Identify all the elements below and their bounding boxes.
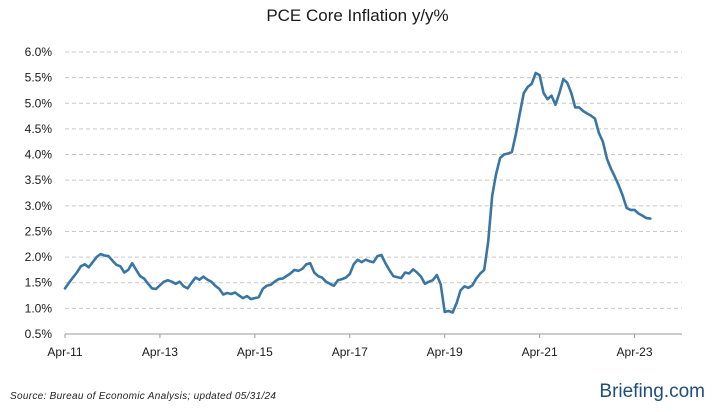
y-tick-label: 6.0%: [25, 45, 53, 59]
x-tick-label: Apr-19: [427, 345, 463, 359]
x-tick-label: Apr-17: [332, 345, 368, 359]
x-tick-label: Apr-13: [142, 345, 178, 359]
y-tick-label: 3.5%: [25, 173, 53, 187]
y-tick-label: 2.0%: [25, 250, 53, 264]
y-tick-label: 3.0%: [25, 199, 53, 213]
gridlines: [65, 51, 682, 309]
y-tick-label: 4.5%: [25, 122, 53, 136]
x-axis-labels: Apr-11 Apr-13 Apr-15 Apr-17 Apr-19 Apr-21 Apr-…: [47, 334, 653, 359]
series-line: [63, 71, 652, 314]
x-tick-label: Apr-23: [617, 345, 653, 359]
source-note: Source: Bureau of Economic Analysis; upd…: [10, 391, 277, 402]
x-tick-label: Apr-11: [47, 345, 82, 359]
y-tick-label: 2.5%: [25, 224, 53, 238]
brand-logo: Briefing.com: [599, 381, 705, 402]
y-tick-label: 4.0%: [25, 148, 53, 162]
y-tick-label: 1.0%: [25, 301, 53, 315]
y-axis-labels: 6.0% 5.5% 5.0% 4.5% 4.0% 3.5% 3.0% 2.5% 2.0% 1.5%…: [25, 45, 53, 341]
y-tick-label: 5.5%: [25, 71, 53, 85]
x-tick-label: Apr-15: [237, 345, 273, 359]
chart-title: PCE Core Inflation y/y%: [266, 6, 449, 25]
y-tick-label: 0.5%: [25, 327, 53, 341]
y-tick-label: 1.5%: [25, 276, 53, 290]
x-tick-label: Apr-21: [522, 345, 558, 359]
y-tick-label: 5.0%: [25, 96, 53, 110]
